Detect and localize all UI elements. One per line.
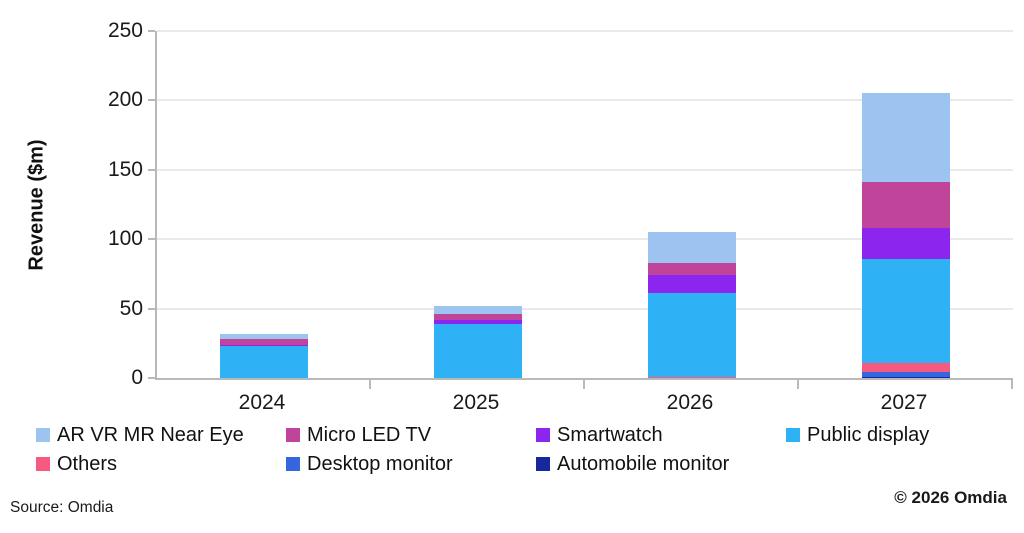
x-tick-label: 2025 (452, 391, 500, 414)
y-tick-mark (148, 377, 155, 379)
legend-label: AR VR MR Near Eye (57, 424, 244, 446)
legend-swatch (286, 428, 300, 442)
bar-segment (862, 258, 950, 363)
plot-area (155, 30, 1013, 380)
legend-swatch (36, 457, 50, 471)
legend-label: Automobile monitor (557, 453, 730, 475)
legend-label: Others (57, 453, 118, 475)
legend-swatch (536, 457, 550, 471)
legend-label: Desktop monitor (307, 453, 453, 475)
bar-segment (648, 232, 736, 263)
legend-swatch (786, 428, 800, 442)
bar-segment (648, 376, 736, 378)
x-tick-mark (797, 380, 799, 389)
y-tick-mark (148, 99, 155, 102)
y-tick-label: 250 (107, 19, 143, 42)
x-tick-label: 2027 (880, 391, 928, 414)
legend-swatch (536, 428, 550, 442)
bar-segment (220, 346, 308, 378)
x-tick-mark (1011, 380, 1013, 389)
legend-label: Public display (807, 424, 930, 446)
legend-item: Desktop monitor (286, 452, 536, 476)
bar-segment (220, 344, 308, 347)
y-tick-mark (148, 238, 155, 241)
bar-segment (434, 319, 522, 324)
y-tick-label: 0 (131, 366, 143, 389)
gridline (157, 307, 1013, 310)
bar-segment (862, 362, 950, 373)
x-tick-mark (583, 380, 585, 389)
bar-segment (862, 93, 950, 183)
source-note: Source: Omdia (10, 499, 114, 516)
bar-stack-2025 (434, 31, 522, 378)
bar-segment (648, 262, 736, 276)
bar-segment (434, 305, 522, 315)
y-tick-label: 150 (107, 157, 143, 181)
x-tick-label: 2026 (666, 391, 714, 414)
legend-item: Others (36, 452, 286, 476)
y-tick-label: 100 (107, 227, 143, 251)
legend-item: Smartwatch (536, 423, 786, 447)
bar-segment (862, 372, 950, 377)
x-tick-label: 2024 (238, 391, 286, 414)
bar-stack-2027 (862, 31, 950, 378)
legend: AR VR MR Near Eye Micro LED TV Smartwatch P… (36, 423, 1024, 476)
bar-segment (862, 182, 950, 229)
gridline (157, 30, 1013, 32)
bar-segment (862, 228, 950, 259)
legend-swatch (286, 457, 300, 471)
bar-segment (434, 314, 522, 320)
bar-segment (648, 275, 736, 294)
gridline (157, 168, 1013, 171)
gridline (157, 238, 1013, 241)
bar-segment (862, 376, 950, 378)
bar-segment (220, 339, 308, 345)
y-tick-label: 200 (107, 88, 143, 112)
legend-item: Public display (786, 423, 1024, 447)
legend-item: AR VR MR Near Eye (36, 423, 286, 447)
bar-stack-2026 (648, 31, 736, 378)
legend-item: Automobile monitor (536, 452, 786, 476)
y-tick-mark (148, 168, 155, 171)
legend-swatch (36, 428, 50, 442)
bar-stack-2024 (220, 31, 308, 378)
gridline (157, 99, 1013, 102)
legend-label: Smartwatch (557, 424, 663, 446)
legend-item: Micro LED TV (286, 423, 536, 447)
bar-segment (220, 333, 308, 340)
y-tick-label: 50 (119, 296, 143, 320)
bar-segment (434, 323, 522, 378)
copyright-note: © 2026 Omdia (894, 488, 1007, 507)
y-tick-mark (148, 307, 155, 310)
y-tick-mark (148, 30, 155, 32)
x-tick-mark (369, 380, 371, 389)
bar-segment (648, 293, 736, 377)
legend-label: Micro LED TV (307, 424, 432, 446)
